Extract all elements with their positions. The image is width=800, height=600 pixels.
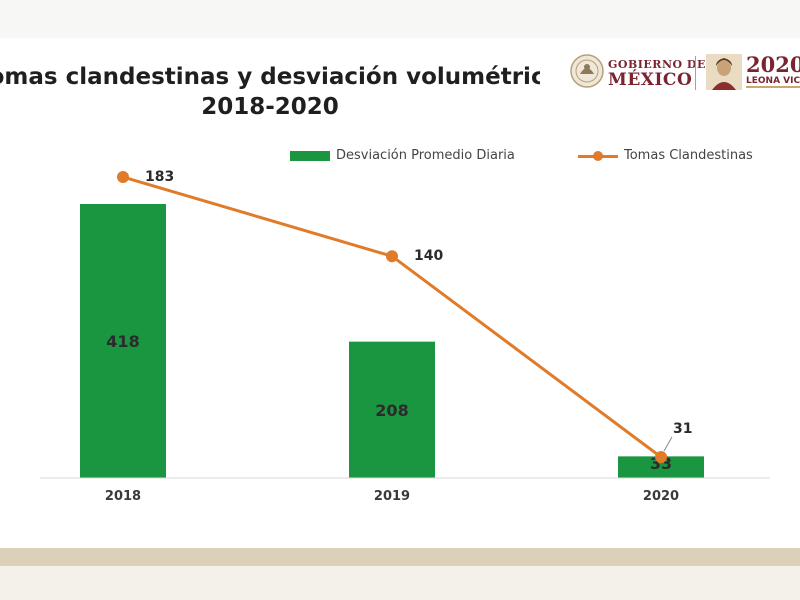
government-logos: GOBIERNO DE MÉXICO 2020 LEONA VICARIO (566, 52, 800, 94)
bar-2020 (618, 456, 704, 478)
bottom-band (0, 548, 800, 566)
line-value-label-2020: 31 (673, 421, 692, 437)
gobierno-label: GOBIERNO DE (608, 58, 706, 71)
x-tick-label-2020: 2020 (643, 489, 679, 504)
top-frame (0, 0, 800, 38)
mexico-seal-icon (570, 54, 604, 88)
legend-label-bar: Desviación Promedio Diaria (336, 148, 515, 163)
x-tick-label-2018: 2018 (105, 489, 141, 504)
line-point-2018 (117, 171, 129, 183)
bar-2019 (349, 341, 435, 478)
line-label-leader-2020 (663, 436, 673, 452)
bar-value-label-2019: 208 (375, 401, 408, 420)
year-2020-label: 2020 (746, 52, 800, 77)
leona-vicario-label: LEONA VICARIO (746, 76, 800, 86)
legend-swatch-dot (593, 151, 603, 161)
leona-underline (746, 86, 800, 88)
bar-value-label-2018: 418 (106, 332, 139, 351)
chart-title-line1: Tomas clandestinas y desviación volumétr… (0, 64, 540, 90)
chart-title: Tomas clandestinas y desviación volumétr… (0, 62, 540, 122)
line-point-2019 (386, 250, 398, 263)
mexico-label: MÉXICO (608, 70, 693, 90)
logo-divider (695, 56, 696, 90)
legend-swatch-bar (290, 151, 330, 161)
line-value-label-2018: 183 (145, 169, 174, 185)
line-point-2020 (655, 451, 667, 463)
bar-2018 (80, 204, 166, 478)
chart-title-line2: 2018-2020 (201, 94, 339, 120)
leona-vicario-portrait-icon (706, 54, 742, 90)
line-value-label-2019: 140 (414, 248, 443, 264)
legend-label-line: Tomas Clandestinas (624, 148, 753, 163)
x-tick-label-2019: 2019 (374, 489, 410, 504)
